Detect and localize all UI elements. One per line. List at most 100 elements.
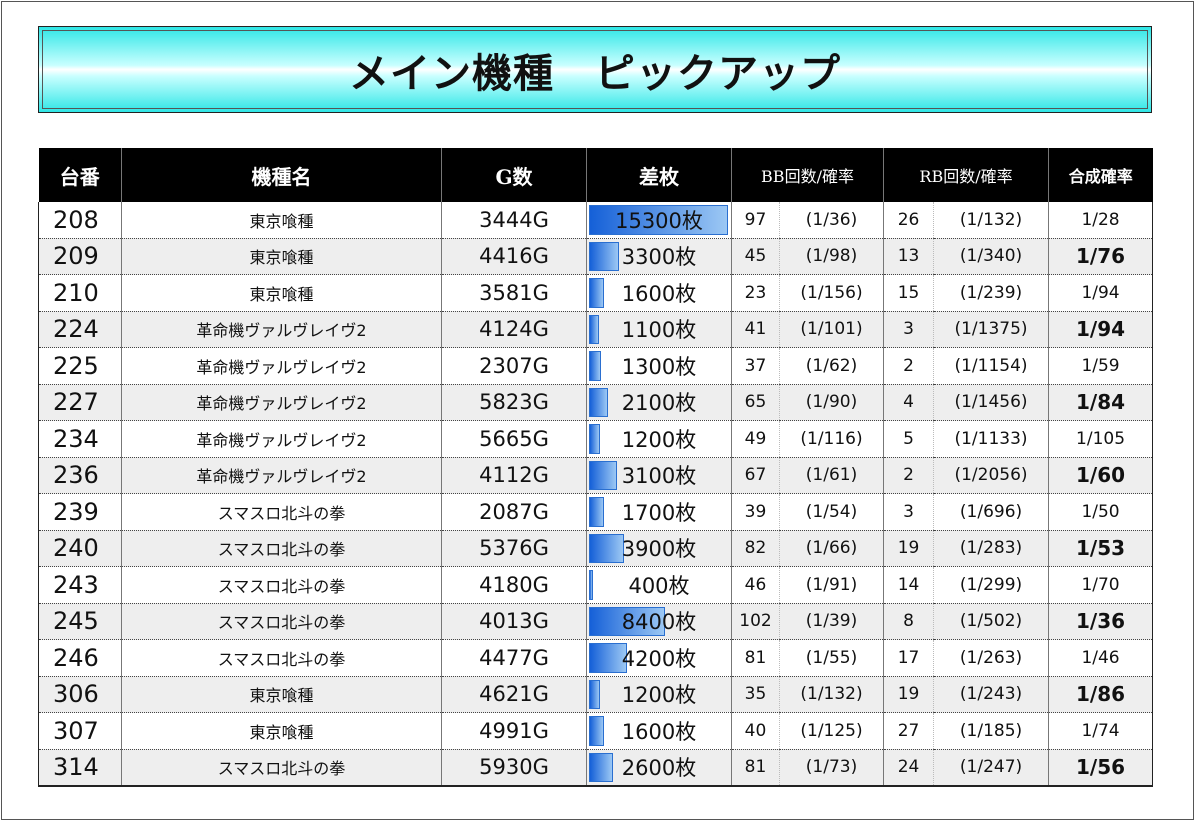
rb-count-cell: 5 — [883, 420, 934, 458]
machine-no-cell: 209 — [38, 238, 122, 275]
difference-bar — [589, 278, 604, 308]
rb-rate-cell: (1/247) — [933, 749, 1049, 787]
machine-no-cell: 245 — [38, 603, 122, 640]
rb-rate-cell: (1/340) — [933, 238, 1049, 275]
machine-no-cell: 210 — [38, 274, 122, 312]
rb-count-cell: 2 — [883, 457, 934, 494]
difference-bar — [589, 679, 600, 709]
difference-bar — [589, 606, 666, 636]
rb-rate-cell: (1/1375) — [933, 311, 1049, 348]
games-cell: 5930G — [441, 749, 587, 787]
table-row: 246 スマスロ北斗の拳 4477G 4200枚 81 (1/55) 17 (1/263) 1/… — [38, 639, 1154, 677]
bb-count-cell: 81 — [731, 639, 780, 677]
bb-count-cell: 97 — [731, 202, 780, 239]
data-table: 台番 機種名 G数 差枚 BB回数/確率 RB回数/確率 合成確率 208 東京喰… — [38, 148, 1154, 787]
machine-name-cell: スマスロ北斗の拳 — [121, 749, 442, 787]
rb-count-cell: 3 — [883, 311, 934, 348]
difference-cell: 1600枚 — [586, 274, 732, 312]
difference-cell: 2100枚 — [586, 384, 732, 421]
rb-count-cell: 19 — [883, 530, 934, 567]
difference-cell: 1300枚 — [586, 347, 732, 385]
machine-name-cell: 革命機ヴァルヴレイヴ2 — [121, 420, 442, 458]
header-bb: BB回数/確率 — [730, 148, 884, 202]
difference-bar — [589, 314, 599, 344]
difference-bar — [589, 643, 628, 673]
difference-bar — [589, 716, 604, 746]
difference-bar — [589, 351, 601, 381]
banner-inner-border — [42, 30, 1148, 109]
combined-rate-cell: 1/28 — [1048, 202, 1154, 239]
rb-rate-cell: (1/696) — [933, 493, 1049, 531]
machine-name-cell: 東京喰種 — [121, 202, 442, 239]
difference-cell: 4200枚 — [586, 639, 732, 677]
machine-no-cell: 243 — [38, 566, 122, 604]
bb-rate-cell: (1/73) — [778, 749, 884, 787]
difference-text: 2600枚 — [621, 756, 697, 781]
difference-bar — [589, 424, 600, 454]
difference-text: 1700枚 — [621, 500, 697, 525]
combined-rate-cell: 1/60 — [1048, 457, 1154, 494]
difference-cell: 1100枚 — [586, 311, 732, 348]
page-title: メイン機種 ピックアップ — [349, 50, 841, 97]
bb-count-cell: 35 — [731, 676, 780, 713]
rb-count-cell: 13 — [883, 238, 934, 275]
table-row: 307 東京喰種 4991G 1600枚 40 (1/125) 27 (1/185) 1/74 — [38, 712, 1154, 750]
games-cell: 3444G — [441, 202, 587, 239]
machine-name-cell: 革命機ヴァルヴレイヴ2 — [121, 311, 442, 348]
games-cell: 5823G — [441, 384, 587, 421]
difference-bar — [589, 205, 728, 235]
bb-rate-cell: (1/62) — [778, 347, 884, 385]
difference-bar — [589, 387, 609, 417]
games-cell: 4180G — [441, 566, 587, 604]
rb-rate-cell: (1/2056) — [933, 457, 1049, 494]
bb-count-cell: 37 — [731, 347, 780, 385]
difference-text: 15300枚 — [615, 208, 703, 233]
difference-text: 400枚 — [628, 573, 690, 598]
difference-bar — [589, 460, 618, 490]
difference-cell: 3900枚 — [586, 530, 732, 567]
rb-rate-cell: (1/283) — [933, 530, 1049, 567]
bb-count-cell: 39 — [731, 493, 780, 531]
rb-count-cell: 4 — [883, 384, 934, 421]
bb-rate-cell: (1/39) — [778, 603, 884, 640]
rb-rate-cell: (1/243) — [933, 676, 1049, 713]
bb-rate-cell: (1/36) — [778, 202, 884, 239]
rb-count-cell: 3 — [883, 493, 934, 531]
bb-rate-cell: (1/61) — [778, 457, 884, 494]
machine-no-cell: 234 — [38, 420, 122, 458]
rb-count-cell: 27 — [883, 712, 934, 750]
bb-count-cell: 65 — [731, 384, 780, 421]
combined-rate-cell: 1/74 — [1048, 712, 1154, 750]
rb-count-cell: 26 — [883, 202, 934, 239]
combined-rate-cell: 1/50 — [1048, 493, 1154, 531]
difference-cell: 3300枚 — [586, 238, 732, 275]
machine-no-cell: 227 — [38, 384, 122, 421]
bb-rate-cell: (1/125) — [778, 712, 884, 750]
table-row: 306 東京喰種 4621G 1200枚 35 (1/132) 19 (1/243) 1/86 — [38, 676, 1154, 713]
machine-name-cell: 東京喰種 — [121, 274, 442, 312]
machine-name-cell: スマスロ北斗の拳 — [121, 530, 442, 567]
difference-bar — [589, 241, 619, 271]
machine-no-cell: 246 — [38, 639, 122, 677]
bb-count-cell: 41 — [731, 311, 780, 348]
machine-no-cell: 225 — [38, 347, 122, 385]
bb-rate-cell: (1/54) — [778, 493, 884, 531]
difference-bar — [589, 533, 625, 563]
rb-count-cell: 19 — [883, 676, 934, 713]
combined-rate-cell: 1/36 — [1048, 603, 1154, 640]
rb-rate-cell: (1/239) — [933, 274, 1049, 312]
table-row: 236 革命機ヴァルヴレイヴ2 4112G 3100枚 67 (1/61) 2 (1/2056… — [38, 457, 1154, 494]
rb-rate-cell: (1/185) — [933, 712, 1049, 750]
bb-rate-cell: (1/101) — [778, 311, 884, 348]
bb-rate-cell: (1/90) — [778, 384, 884, 421]
games-cell: 4991G — [441, 712, 587, 750]
bb-rate-cell: (1/132) — [778, 676, 884, 713]
machine-no-cell: 240 — [38, 530, 122, 567]
title-banner: メイン機種 ピックアップ — [38, 26, 1152, 113]
bb-count-cell: 82 — [731, 530, 780, 567]
difference-text: 1100枚 — [621, 318, 697, 343]
difference-cell: 1700枚 — [586, 493, 732, 531]
machine-no-cell: 239 — [38, 493, 122, 531]
rb-count-cell: 24 — [883, 749, 934, 787]
combined-rate-cell: 1/59 — [1048, 347, 1154, 385]
